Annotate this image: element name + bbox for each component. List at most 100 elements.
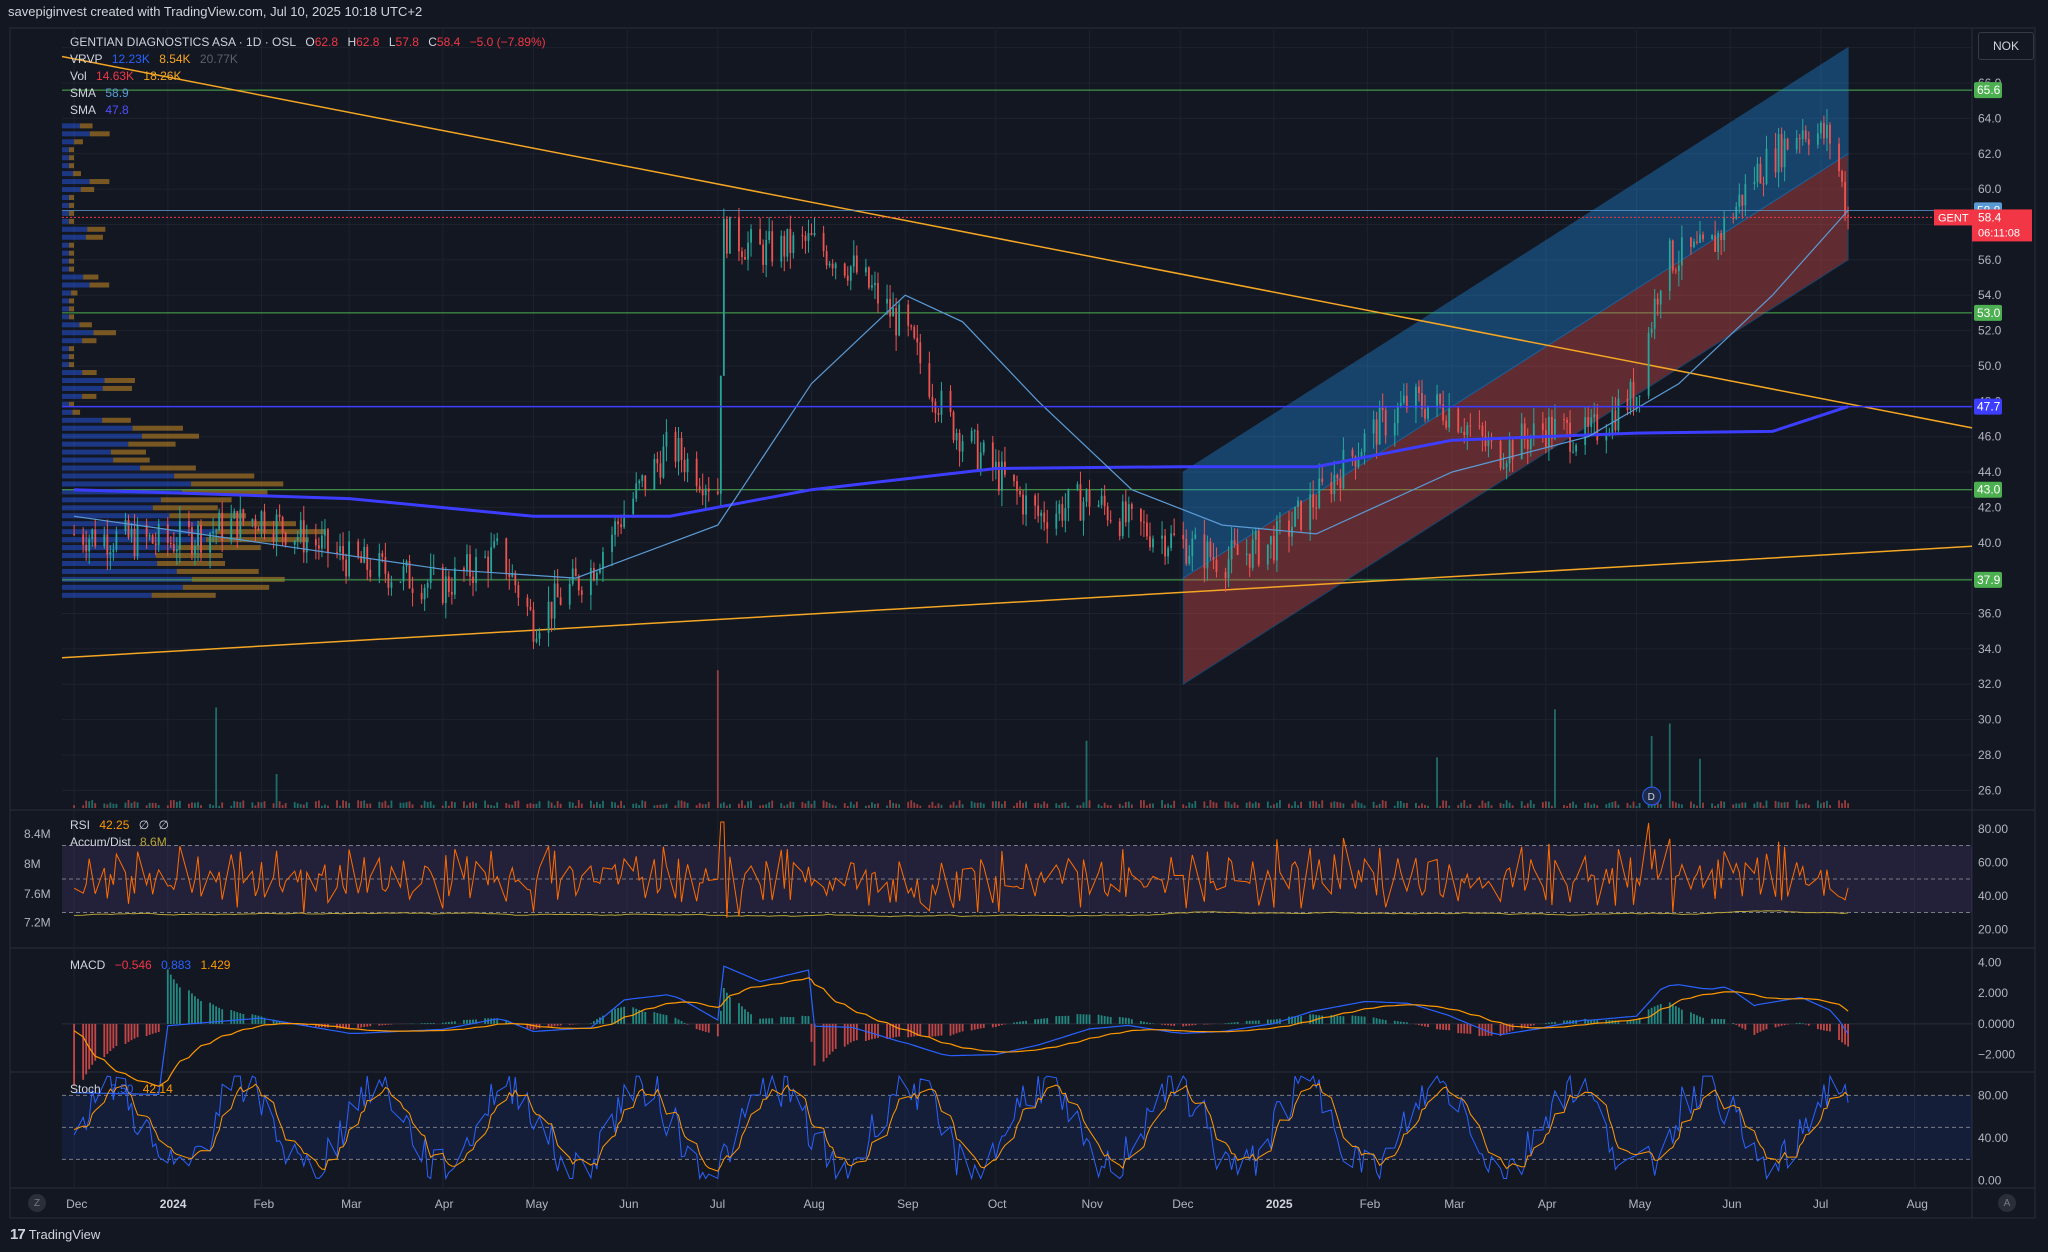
sma-slow-legend[interactable]: SMA 47.8 bbox=[70, 103, 135, 117]
macd-histogram-bar bbox=[169, 974, 172, 1024]
macd-histogram-bar bbox=[1826, 1023, 1828, 1031]
macd-histogram-bar bbox=[236, 1012, 239, 1024]
accum-dist-line bbox=[74, 910, 1849, 918]
volume-bar bbox=[127, 800, 130, 808]
volume-bar bbox=[1363, 805, 1366, 808]
volume-bar bbox=[1632, 801, 1635, 808]
volume-profile-bar bbox=[62, 194, 69, 200]
volume-profile-bar bbox=[62, 568, 177, 574]
macd-histogram-bar bbox=[550, 1023, 553, 1027]
volume-profile-bar bbox=[87, 226, 106, 232]
macd-histogram-bar bbox=[1294, 1016, 1296, 1024]
macd-legend[interactable]: MACD −0.546 0.883 1.429 bbox=[70, 958, 236, 972]
macd-histogram-bar bbox=[1780, 1023, 1783, 1026]
candle-body bbox=[892, 308, 894, 317]
macd-histogram-bar bbox=[1756, 1023, 1759, 1033]
macd-histogram-bar bbox=[762, 1018, 765, 1024]
volume-bar bbox=[707, 801, 710, 808]
candle-body bbox=[1103, 495, 1106, 507]
volume-bar bbox=[686, 802, 689, 808]
rsi-extra-2: ∅ bbox=[158, 818, 169, 832]
candle-body bbox=[1309, 494, 1312, 530]
symbol-legend[interactable]: GENTIAN DIAGNOSTICS ASA · 1D · OSL O62.8… bbox=[70, 35, 552, 49]
candle-body bbox=[444, 576, 447, 604]
volume-bar bbox=[1554, 709, 1556, 808]
candle-body bbox=[411, 588, 414, 593]
macd-histogram-bar bbox=[426, 1023, 429, 1024]
volume-bar bbox=[1593, 803, 1596, 808]
volume-bar bbox=[517, 800, 520, 808]
macd-histogram-bar bbox=[1786, 1023, 1789, 1025]
volume-profile-bar bbox=[140, 465, 196, 471]
volume-bar bbox=[429, 801, 432, 808]
currency-button[interactable]: NOK bbox=[1978, 32, 2034, 60]
macd-histogram-bar bbox=[1040, 1018, 1043, 1024]
macd-histogram-bar bbox=[1082, 1014, 1085, 1024]
macd-histogram-bar bbox=[786, 1016, 789, 1024]
macd-histogram-bar bbox=[1674, 1006, 1677, 1024]
volume-bar bbox=[296, 803, 299, 808]
candle-body bbox=[1714, 235, 1717, 252]
ohlc-change: −5.0 (−7.89%) bbox=[469, 35, 546, 49]
macd-histogram-bar bbox=[215, 1006, 218, 1024]
candle-body bbox=[1152, 538, 1154, 548]
candle-body bbox=[1611, 410, 1614, 433]
volume-profile-bar bbox=[80, 187, 95, 193]
volume-bar bbox=[1040, 804, 1043, 808]
macd-histogram-bar bbox=[952, 1023, 955, 1035]
price-tick-label: 36.0 bbox=[1978, 607, 2002, 621]
volume-profile-bar bbox=[62, 362, 69, 368]
volume-bar bbox=[1484, 802, 1487, 808]
candle-body bbox=[1638, 395, 1641, 397]
volume-bar bbox=[849, 801, 852, 808]
stoch-legend[interactable]: Stoch 7.50 42.14 bbox=[70, 1082, 179, 1096]
rsi-legend[interactable]: RSI 42.25 ∅ ∅ bbox=[70, 818, 175, 832]
zoom-reset-icon[interactable]: Z bbox=[28, 1194, 46, 1212]
volume-bar bbox=[529, 803, 532, 808]
macd-histogram-bar bbox=[1339, 1015, 1342, 1024]
macd-histogram-bar bbox=[1106, 1016, 1109, 1024]
price-tick-label: 44.0 bbox=[1978, 465, 2002, 479]
vrvp-legend[interactable]: VRVP 12.23K 8.54K 20.77K bbox=[70, 52, 244, 66]
macd-histogram-bar bbox=[115, 1023, 118, 1046]
volume-profile-bar bbox=[62, 584, 183, 590]
volume-bar bbox=[1399, 800, 1402, 808]
volume-bar bbox=[378, 801, 381, 808]
candle-body bbox=[1149, 536, 1151, 548]
stoch-k-line bbox=[73, 1074, 1849, 1181]
volume-bar bbox=[665, 803, 668, 808]
auto-scale-icon[interactable]: A bbox=[1998, 1194, 2016, 1212]
macd-histogram-bar bbox=[197, 998, 199, 1024]
candle-body bbox=[514, 572, 517, 586]
volume-bar bbox=[592, 804, 595, 808]
candle-body bbox=[369, 569, 372, 577]
volume-bar bbox=[934, 805, 937, 808]
volume-profile-bar bbox=[198, 521, 296, 527]
volume-profile-bar bbox=[69, 306, 74, 312]
candle-body bbox=[886, 298, 888, 304]
volume-bar bbox=[1106, 804, 1109, 808]
candle-body bbox=[212, 531, 215, 534]
macd-histogram-bar bbox=[1034, 1019, 1037, 1024]
volume-bar bbox=[1245, 802, 1248, 808]
volume-bar bbox=[1490, 805, 1493, 808]
candle-body bbox=[209, 533, 211, 553]
volume-bar bbox=[387, 805, 390, 808]
candle-body bbox=[1427, 405, 1429, 419]
candle-body bbox=[716, 491, 719, 494]
candle-body bbox=[511, 572, 514, 577]
volume-profile-bar bbox=[93, 330, 117, 336]
volume-legend[interactable]: Vol 14.63K 18.26K bbox=[70, 69, 187, 83]
macd-histogram-bar bbox=[151, 1023, 154, 1034]
volume-bar bbox=[1393, 805, 1396, 808]
candle-body bbox=[472, 576, 474, 583]
candle-body bbox=[1569, 422, 1571, 452]
macd-histogram-bar bbox=[1360, 1016, 1363, 1024]
accum-legend[interactable]: Accum/Dist 8.6M bbox=[70, 835, 173, 849]
macd-histogram-bar bbox=[1318, 1015, 1321, 1024]
volume-bar bbox=[1838, 800, 1840, 808]
macd-histogram-bar bbox=[1505, 1023, 1508, 1033]
sma-fast-legend[interactable]: SMA 58.9 bbox=[70, 86, 135, 100]
volume-bar bbox=[133, 801, 136, 808]
